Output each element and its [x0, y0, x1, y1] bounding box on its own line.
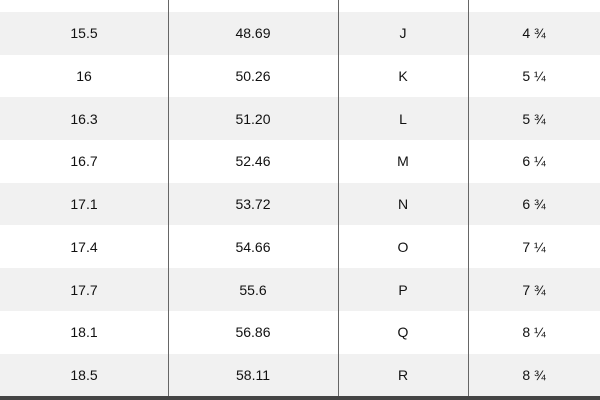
table-cell: 58.11: [236, 366, 270, 383]
table-cell: 56.86: [235, 324, 271, 341]
table-cell: 7 ¾: [522, 281, 546, 298]
table-row: 18.1 56.86 Q 8 ¼: [0, 311, 600, 354]
table-row: 15.5 48.69 J 4 ¾: [0, 12, 600, 55]
table-cell: 17.1: [70, 196, 98, 213]
table-cell: N: [397, 196, 409, 213]
table-row: 16.3 51.20 L 5 ¾: [0, 97, 600, 141]
table-cell: 7 ¼: [522, 238, 546, 255]
table-cell: 18.1: [70, 324, 98, 341]
table-cell: 17.4: [70, 238, 98, 255]
column-divider: [338, 0, 339, 396]
table-cell: L: [399, 110, 407, 127]
table-cell: 50.26: [235, 68, 271, 85]
table-row: 16 50.26 K 5 ¼: [0, 55, 600, 98]
bottom-border: [0, 396, 600, 400]
table-cell: 53.72: [235, 196, 271, 213]
table-cell: Q: [397, 324, 409, 341]
table-cell: 16.3: [70, 110, 98, 127]
table-cell: R: [397, 366, 409, 383]
table-cell: 8 ¾: [522, 366, 546, 383]
table-cell: 15.5: [70, 25, 98, 42]
column-divider: [168, 0, 169, 396]
table-row: 17.4 54.66 O 7 ¼: [0, 226, 600, 269]
table-row: 17.7 55.6 P 7 ¾: [0, 268, 600, 311]
table-cell: 18.5: [70, 366, 98, 383]
table-cell: 54.66: [235, 238, 271, 255]
table-cell: 5 ¾: [522, 110, 546, 127]
table-row: 16.7 52.46 M 6 ¼: [0, 140, 600, 183]
table-cell: 5 ¼: [522, 68, 546, 85]
table-cell: 48.69: [235, 25, 271, 42]
table-cell: O: [397, 238, 409, 255]
table-cell: 6 ¼: [522, 153, 546, 170]
table-cell: 16.7: [70, 153, 98, 170]
table-cell: 17.7: [70, 281, 98, 298]
table-cell: M: [397, 153, 409, 170]
table-cell: K: [398, 68, 408, 85]
table-cell: P: [398, 281, 408, 298]
table-cell: 51.20: [235, 110, 271, 127]
table-cell: J: [399, 25, 407, 42]
table-cell: 52.46: [235, 153, 271, 170]
table-row: 17.1 53.72 N 6 ¾: [0, 182, 600, 226]
table-cell: 8 ¼: [522, 324, 546, 341]
table-row: 18.5 58.11 R 8 ¾: [0, 353, 600, 397]
table-cell: 6 ¾: [522, 196, 546, 213]
table-cell: 16: [76, 68, 92, 85]
table-cell: 55.6: [239, 281, 267, 298]
table-cell: 4 ¾: [522, 25, 546, 42]
column-divider: [468, 0, 469, 396]
